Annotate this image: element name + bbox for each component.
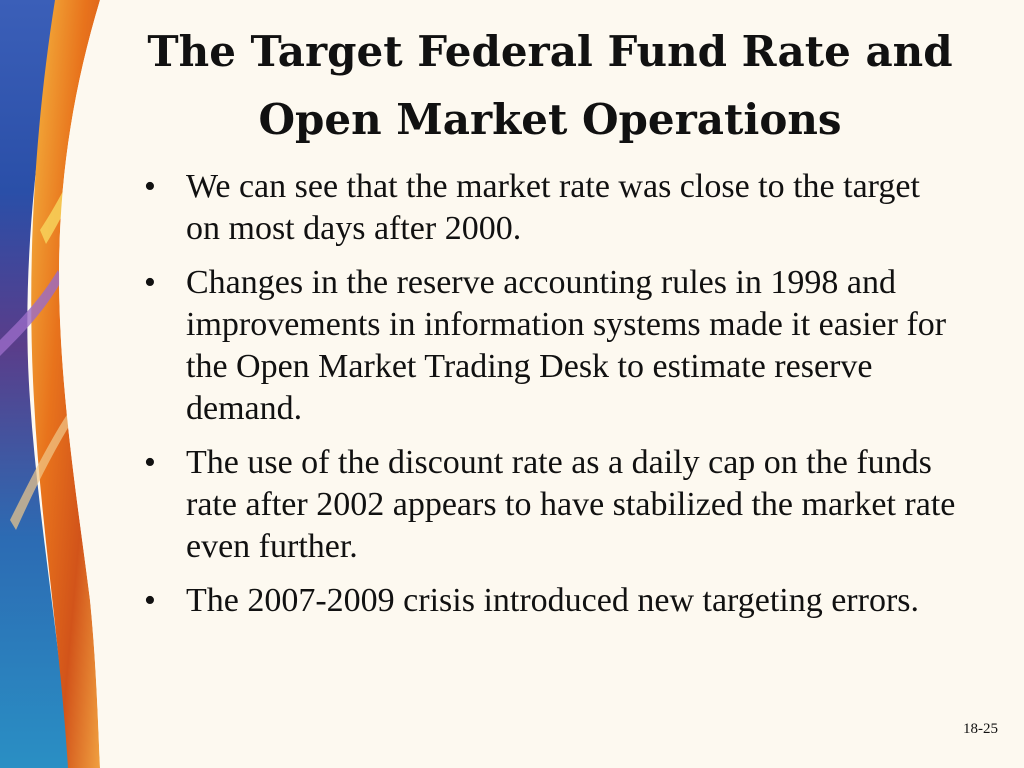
art-purple-streak: [0, 270, 62, 356]
bullet-glyph: •: [144, 444, 156, 481]
bullet-glyph: •: [144, 582, 156, 619]
slide-title: The Target Federal Fund Rate and Open Ma…: [130, 18, 970, 154]
bullet-text: The use of the discount rate as a daily …: [186, 444, 956, 565]
art-orange-band: [31, 0, 101, 768]
decorative-artwork: [0, 0, 140, 768]
bullet-item: • Changes in the reserve accounting rule…: [142, 262, 962, 430]
bullet-item: • The use of the discount rate as a dail…: [142, 442, 962, 568]
bullet-glyph: •: [144, 264, 156, 301]
title-line-2: Open Market Operations: [258, 95, 842, 144]
art-blue-band: [0, 0, 70, 768]
bullet-glyph: •: [144, 168, 156, 205]
bullet-text: Changes in the reserve accounting rules …: [186, 264, 947, 427]
bullet-list: • We can see that the market rate was cl…: [142, 166, 962, 634]
bullet-text: We can see that the market rate was clos…: [186, 168, 920, 247]
title-line-1: The Target Federal Fund Rate and: [147, 27, 953, 76]
art-edge-curve: [59, 0, 140, 768]
bullet-text: The 2007-2009 crisis introduced new targ…: [186, 582, 920, 619]
slide-number: 18-25: [963, 721, 998, 737]
art-light-streak: [10, 410, 74, 530]
bullet-item: • We can see that the market rate was cl…: [142, 166, 962, 250]
bullet-item: • The 2007-2009 crisis introduced new ta…: [142, 580, 962, 622]
